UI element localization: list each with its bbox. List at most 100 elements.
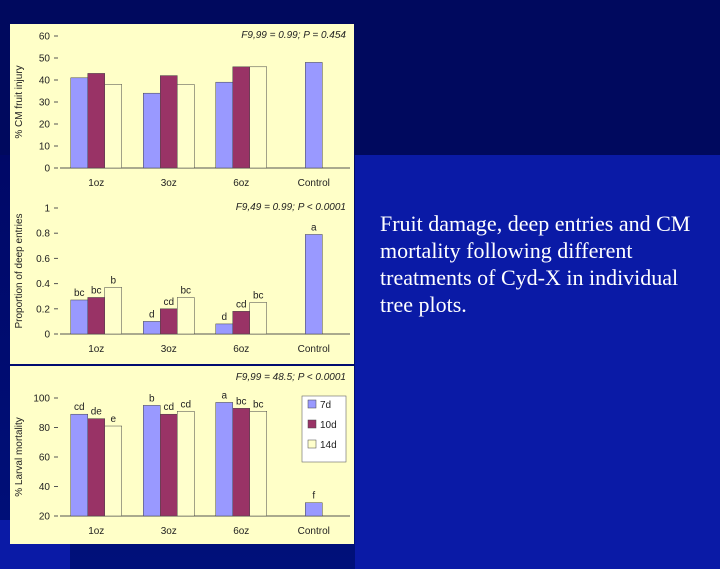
y-tick-label: 40 <box>39 482 51 493</box>
y-tick-label: 20 <box>39 120 51 131</box>
bar-7d-1oz <box>70 413 88 517</box>
y-tick-label: 0.2 <box>36 304 50 315</box>
chart-svg: 0 0.2 0.4 0.6 0.8 1 Proportion of deep entries… <box>14 202 350 355</box>
x-tick-label: 1oz <box>88 526 104 537</box>
y-tick-label: 40 <box>39 76 51 87</box>
y-tick-label: 0.8 <box>36 229 50 240</box>
bar-7d-6oz <box>215 81 233 169</box>
data-label: cd <box>236 299 247 310</box>
data-label: cd <box>163 297 174 308</box>
bar-14d-6oz <box>249 66 267 169</box>
bar-14d-3oz <box>177 84 195 169</box>
bar-10d-3oz <box>160 308 178 335</box>
data-label: f <box>312 491 315 502</box>
stat-annotation: F9,99 = 48.5; P < 0.0001 <box>236 372 346 383</box>
x-tick-label: 6oz <box>233 526 249 537</box>
bar-14d-1oz <box>104 287 122 335</box>
bar-14d-3oz <box>177 411 195 517</box>
y-axis-label: % CM fruit injury <box>14 65 25 138</box>
bar-7d-1oz <box>70 299 88 335</box>
y-tick-label: 0 <box>44 330 50 341</box>
bar-7d-Control <box>305 502 323 517</box>
y-tick-label: 80 <box>39 423 51 434</box>
bar-7d-Control <box>305 62 323 169</box>
x-tick-label: 1oz <box>88 344 104 355</box>
y-tick-label: 60 <box>39 32 51 43</box>
data-label: cd <box>74 402 85 413</box>
bar-14d-3oz <box>177 297 195 335</box>
chart-svg: 0 10 20 30 40 50 60 % CM fruit injury F9,99 = 0.… <box>14 30 350 189</box>
bar-14d-1oz <box>104 84 122 169</box>
data-label: bc <box>253 399 264 410</box>
bar-10d-3oz <box>160 413 178 517</box>
x-tick-label: Control <box>298 178 330 189</box>
legend-swatch-14d <box>307 439 317 449</box>
data-label: bc <box>91 285 102 296</box>
bar-10d-1oz <box>87 418 105 517</box>
bar-7d-1oz <box>70 77 88 169</box>
data-label: cd <box>180 399 191 410</box>
y-tick-label: 1 <box>44 204 50 215</box>
x-tick-label: 3oz <box>161 178 177 189</box>
data-label: bc <box>74 288 85 299</box>
data-label: d <box>221 312 227 323</box>
y-tick-label: 0.4 <box>36 279 50 290</box>
slide-caption: Fruit damage, deep entries and CM mortal… <box>380 211 691 317</box>
y-tick-label: 50 <box>39 54 51 65</box>
bar-14d-6oz <box>249 411 267 517</box>
legend-swatch-7d <box>307 399 317 409</box>
x-tick-label: Control <box>298 344 330 355</box>
bar-10d-6oz <box>232 408 250 517</box>
y-tick-label: 60 <box>39 453 51 464</box>
data-label: cd <box>163 402 174 413</box>
data-label: e <box>110 414 116 425</box>
x-tick-label: Control <box>298 526 330 537</box>
data-label: b <box>110 275 116 286</box>
data-label: a <box>311 222 317 233</box>
y-tick-label: 100 <box>33 394 50 405</box>
bar-7d-6oz <box>215 402 233 517</box>
bar-10d-1oz <box>87 297 105 335</box>
y-tick-label: 0 <box>44 164 50 175</box>
x-tick-label: 6oz <box>233 344 249 355</box>
stat-annotation: F9,99 = 0.99; P = 0.454 <box>241 30 346 41</box>
bar-10d-1oz <box>87 73 105 169</box>
data-label: de <box>91 407 103 418</box>
bar-7d-3oz <box>143 92 161 169</box>
bar-14d-6oz <box>249 302 267 335</box>
data-label: bc <box>236 396 247 407</box>
fruit-injury-chart: 0 10 20 30 40 50 60 % CM fruit injury F9,99 = 0.… <box>10 24 354 196</box>
data-label: bc <box>253 291 264 302</box>
deep-entries-chart: 0 0.2 0.4 0.6 0.8 1 Proportion of deep entries… <box>10 196 354 364</box>
x-tick-label: 3oz <box>161 526 177 537</box>
legend-swatch-10d <box>307 419 317 429</box>
y-tick-label: 20 <box>39 512 51 523</box>
y-axis-label: % Larval mortality <box>14 417 25 496</box>
bar-14d-1oz <box>104 425 122 517</box>
bar-7d-Control <box>305 234 323 335</box>
x-tick-label: 6oz <box>233 178 249 189</box>
bar-10d-6oz <box>232 66 250 169</box>
legend-label-10d: 10d <box>320 420 337 431</box>
data-label: d <box>149 309 155 320</box>
bar-7d-3oz <box>143 405 161 517</box>
bar-7d-3oz <box>143 321 161 335</box>
x-tick-label: 3oz <box>161 344 177 355</box>
legend-label-14d: 14d <box>320 440 337 451</box>
y-tick-label: 30 <box>39 98 51 109</box>
data-label: bc <box>180 285 191 296</box>
y-tick-label: 10 <box>39 142 51 153</box>
bar-10d-3oz <box>160 75 178 169</box>
y-tick-label: 0.6 <box>36 254 50 265</box>
bar-10d-6oz <box>232 311 250 335</box>
x-tick-label: 1oz <box>88 178 104 189</box>
slide-background-band <box>355 155 720 569</box>
larval-mortality-chart: 20 40 60 80 100 % Larval mortality F9,99 = 48.… <box>10 366 354 544</box>
y-axis-label: Proportion of deep entries <box>14 213 25 328</box>
data-label: b <box>149 393 155 404</box>
stat-annotation: F9,49 = 0.99; P < 0.0001 <box>236 202 346 213</box>
data-label: a <box>221 390 227 401</box>
chart-svg: 20 40 60 80 100 % Larval mortality F9,99 = 48.… <box>14 372 350 537</box>
legend-label-7d: 7d <box>320 400 331 411</box>
bar-7d-6oz <box>215 323 233 335</box>
